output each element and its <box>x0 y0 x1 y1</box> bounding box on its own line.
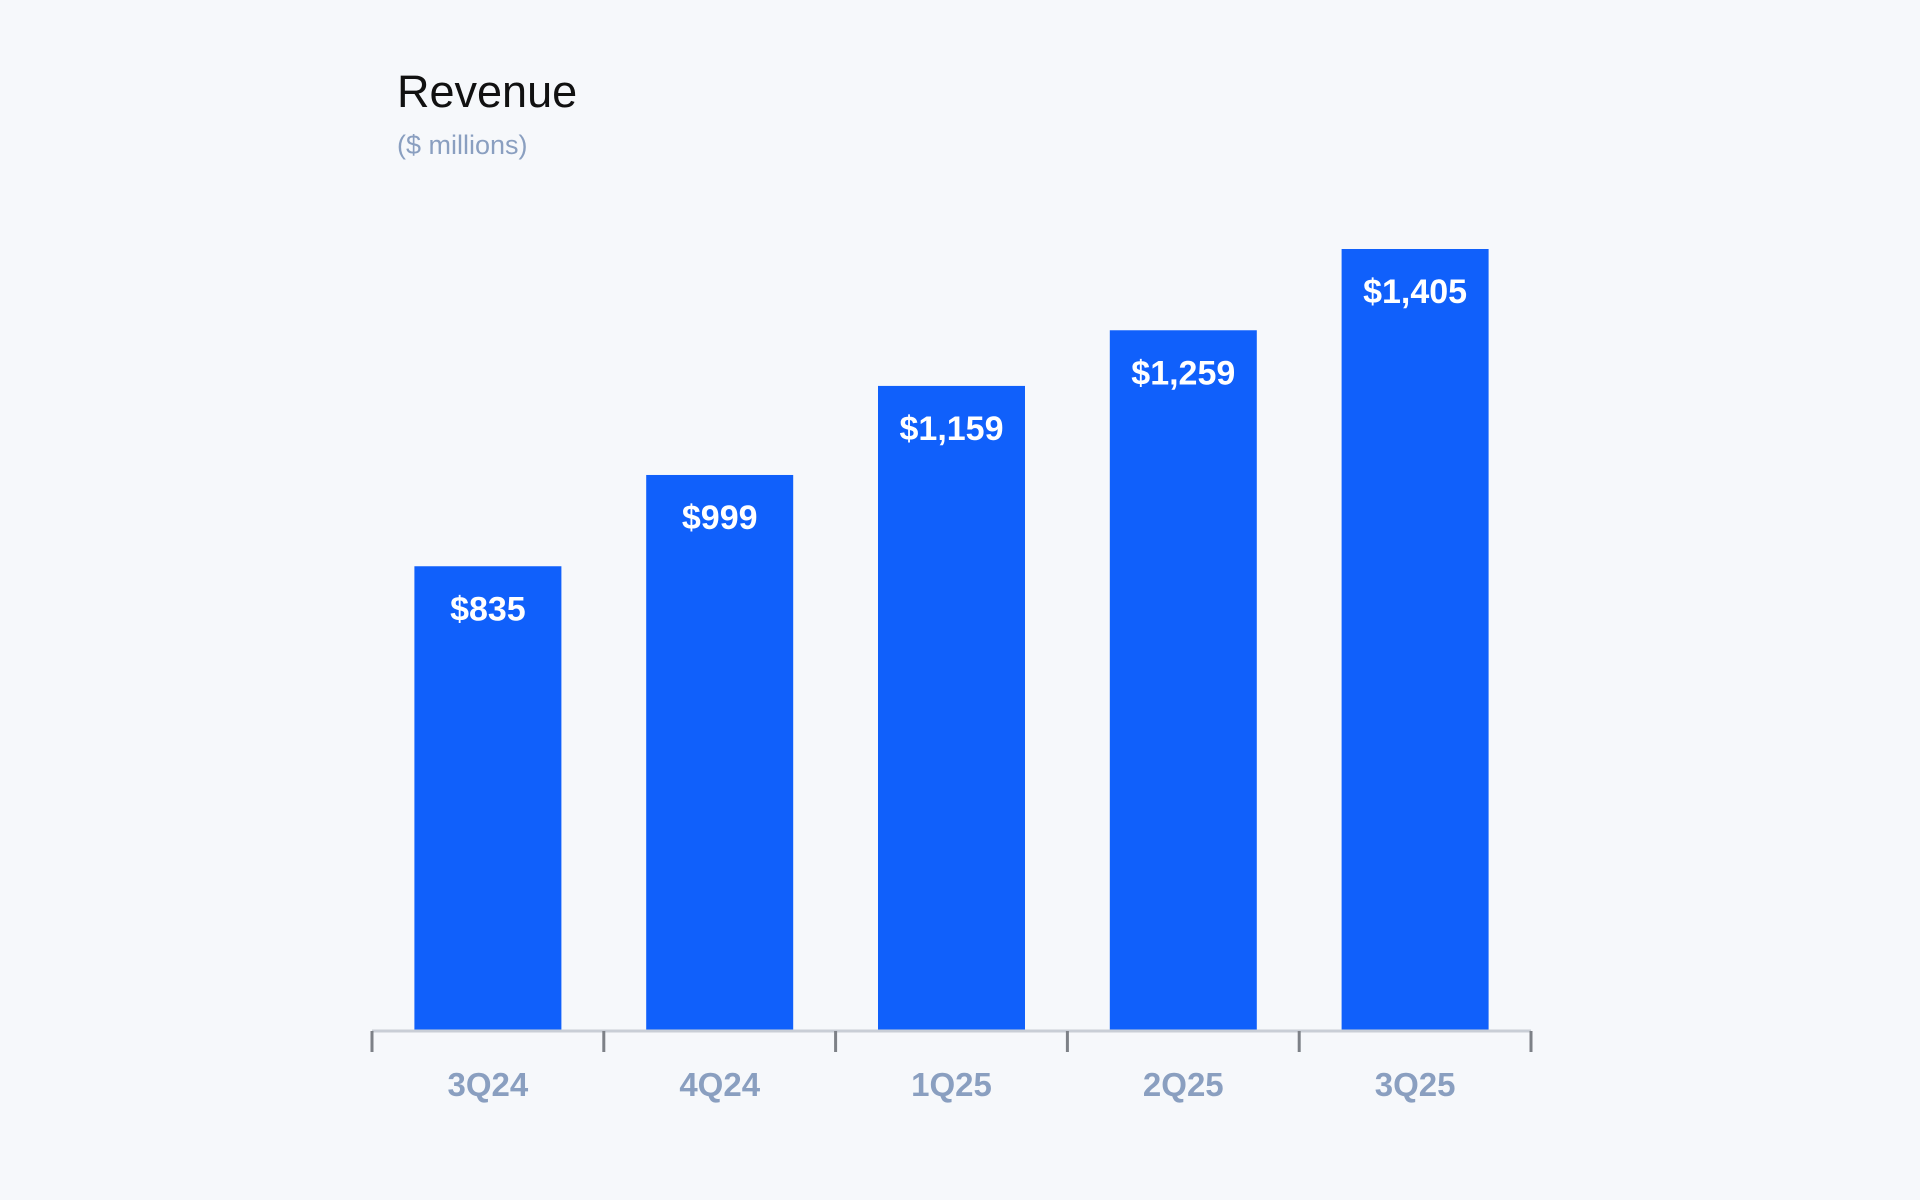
data-label: $835 <box>450 590 526 628</box>
data-label: $1,159 <box>900 410 1004 448</box>
bar-3Q24 <box>414 566 562 1031</box>
data-label: $1,259 <box>1131 354 1235 392</box>
chart-subtitle: ($ millions) <box>397 130 528 160</box>
x-tick-label: 3Q25 <box>1375 1066 1456 1103</box>
bar-1Q25 <box>878 385 1025 1032</box>
chart-title: Revenue <box>397 66 578 117</box>
x-tick-label: 3Q24 <box>448 1066 529 1103</box>
x-tick-label: 1Q25 <box>911 1066 992 1103</box>
bar-3Q25 <box>1341 249 1489 1031</box>
x-tick-label: 2Q25 <box>1143 1066 1224 1103</box>
x-tick-label: 4Q24 <box>679 1066 760 1103</box>
data-label: $999 <box>682 499 758 537</box>
bar-2Q25 <box>1109 330 1257 1031</box>
data-label: $1,405 <box>1363 273 1467 311</box>
bar-4Q24 <box>646 474 794 1031</box>
